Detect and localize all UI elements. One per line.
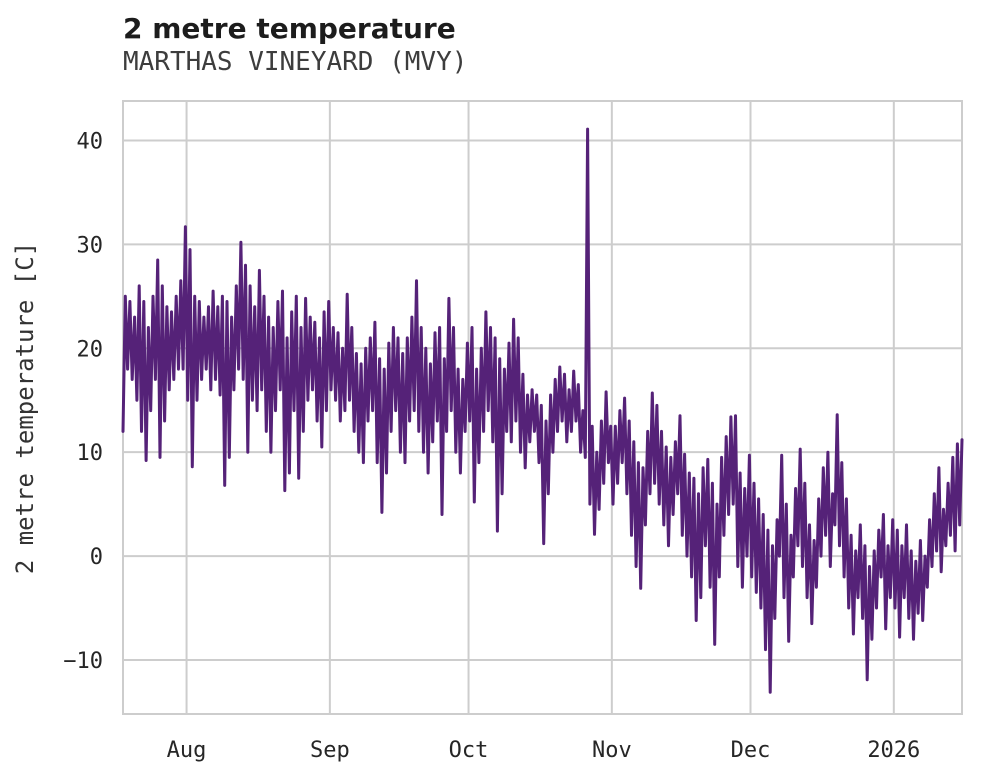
- x-tick-label: Dec: [731, 738, 771, 763]
- y-tick-label: 40: [77, 129, 104, 154]
- chart-subtitle: MARTHAS VINEYARD (MVY): [123, 47, 468, 77]
- y-tick-label: −10: [63, 649, 103, 674]
- x-tick-label: Aug: [167, 738, 207, 763]
- y-tick-label: 30: [77, 233, 104, 258]
- grid-layer: [123, 101, 962, 714]
- x-tick-label: 2026: [867, 738, 920, 763]
- y-tick-label: 0: [90, 545, 103, 570]
- chart-title: 2 metre temperature: [123, 12, 456, 45]
- x-tick-label: Oct: [449, 738, 489, 763]
- y-axis-label: 2 metre temperature [C]: [11, 242, 39, 574]
- y-tick-labels: 40 30 20 10 0 −10: [63, 129, 103, 673]
- x-tick-label: Sep: [310, 738, 350, 763]
- y-tick-label: 20: [77, 337, 104, 362]
- y-tick-label: 10: [77, 441, 104, 466]
- x-tick-label: Nov: [592, 738, 632, 763]
- temperature-line: [121, 127, 964, 694]
- x-tick-labels: Aug Sep Oct Nov Dec 2026: [167, 738, 921, 763]
